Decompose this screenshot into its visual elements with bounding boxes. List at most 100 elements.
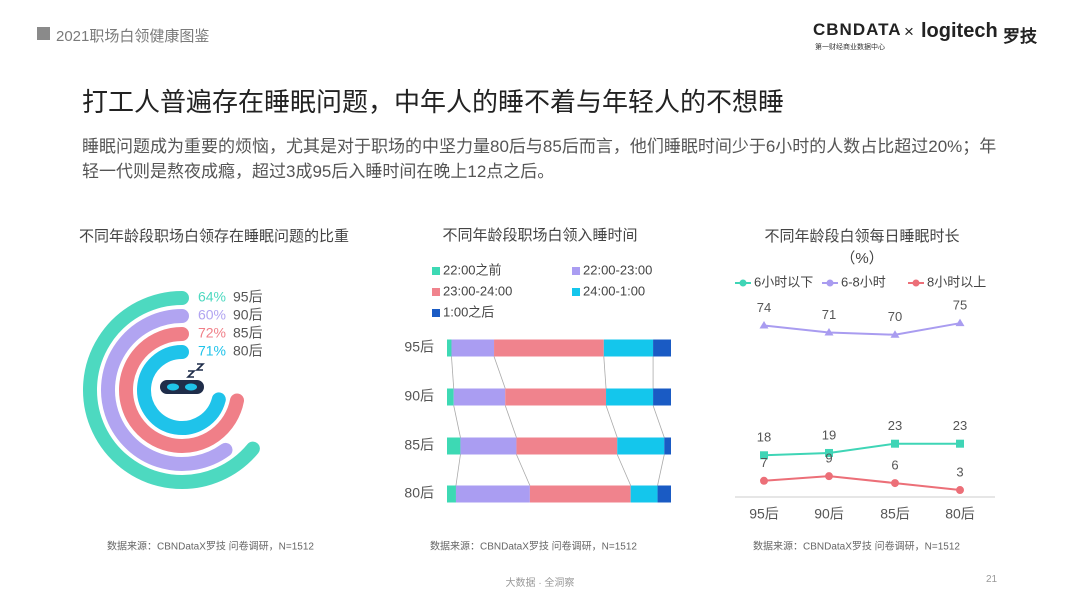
- bar-segment: [494, 339, 604, 357]
- connector: [455, 454, 461, 486]
- category-label: 85后: [233, 325, 263, 341]
- category-label: 95后: [404, 339, 434, 355]
- category-label: 90后: [404, 388, 434, 404]
- value-label: 60%: [198, 307, 226, 323]
- legend-label: 8小时以上: [927, 274, 986, 289]
- header-square: [37, 27, 50, 40]
- bar-segment: [653, 388, 671, 406]
- connector: [616, 454, 632, 486]
- brand-cbndata-sub: 第一财经商业数据中心: [815, 44, 885, 51]
- value-label: 64%: [198, 289, 226, 305]
- point: [891, 479, 899, 488]
- x-tick-label: 85后: [880, 506, 910, 522]
- point: [824, 327, 834, 336]
- point: [760, 476, 768, 485]
- data-label: 23: [888, 418, 902, 433]
- series-line: [763, 322, 961, 336]
- bar-segment: [606, 388, 654, 406]
- data-label: 3: [956, 464, 963, 479]
- category-label: 80后: [404, 485, 434, 501]
- legend-swatch: [432, 309, 440, 317]
- legend-marker: [826, 279, 834, 287]
- radial-bar: [119, 327, 245, 453]
- bar-segment: [460, 437, 517, 455]
- category-label: 85后: [404, 437, 434, 453]
- legend-marker: [912, 279, 920, 287]
- legend-swatch: [572, 288, 580, 296]
- data-label: 74: [757, 300, 771, 315]
- value-label: 72%: [198, 325, 226, 341]
- brand-logitech-cn: 罗技: [1003, 27, 1037, 46]
- point: [956, 439, 964, 448]
- radial-bar: [137, 345, 226, 435]
- page-number: 21: [986, 574, 998, 585]
- bar-segment: [516, 437, 618, 455]
- value-label: 71%: [198, 343, 226, 359]
- legend-swatch: [432, 288, 440, 296]
- data-label: 23: [953, 418, 967, 433]
- chart-subtitle: （%）: [840, 250, 883, 267]
- bar-segment: [453, 388, 506, 406]
- connector: [493, 356, 506, 389]
- page-subtitle: 睡眠问题成为重要的烦恼，尤其是对于职场的中坚力量80后与85后而言，他们睡眠时间…: [82, 137, 997, 181]
- data-label: 9: [825, 451, 832, 466]
- connector: [504, 405, 517, 438]
- bar-segment: [455, 485, 530, 503]
- legend-label: 23:00-24:00: [443, 283, 512, 298]
- radial-bar: [101, 309, 233, 471]
- x-tick-label: 90后: [814, 506, 844, 522]
- connector: [657, 454, 665, 486]
- legend-swatch: [572, 267, 580, 275]
- data-label: 6: [891, 458, 898, 473]
- category-label: 90后: [233, 307, 263, 323]
- category-label: 95后: [233, 289, 263, 305]
- connector: [516, 454, 531, 486]
- series-line: [763, 442, 960, 457]
- data-label: 19: [822, 427, 836, 442]
- connector: [451, 356, 455, 389]
- page-title: 打工人普遍存在睡眠问题，中年人的睡不着与年轻人的不想睡: [82, 87, 785, 117]
- legend-swatch: [432, 267, 440, 275]
- point: [825, 448, 833, 457]
- point: [891, 439, 899, 448]
- series-line: [763, 475, 961, 492]
- point: [890, 330, 900, 338]
- chart-title: 不同年龄段职场白领入睡时间: [442, 227, 637, 244]
- source-note: 数据来源：CBNDataX罗技 问卷调研，N=1512: [753, 540, 960, 553]
- bar-segment: [447, 339, 452, 357]
- brand-cross: ×: [904, 22, 914, 41]
- bar-segment: [529, 485, 631, 503]
- bar-segment: [603, 339, 654, 357]
- connector: [605, 405, 618, 438]
- legend-label: 1:00之后: [443, 304, 494, 319]
- footer-tagline: 大数据 · 全洞察: [505, 578, 575, 589]
- legend-label: 6-8小时: [841, 274, 886, 289]
- data-label: 75: [953, 298, 967, 313]
- report-name: 2021职场白领健康图鉴: [56, 28, 210, 45]
- bar-segment: [447, 437, 461, 455]
- bar-segment: [653, 339, 671, 357]
- bar-segment: [451, 339, 495, 357]
- category-label: 80后: [233, 343, 263, 359]
- point: [825, 472, 833, 481]
- legend-label: 6小时以下: [754, 274, 813, 289]
- connector: [603, 356, 607, 389]
- brand-logitech: logitech: [921, 20, 998, 42]
- source-note: 数据来源：CBNDataX罗技 问卷调研，N=1512: [107, 540, 314, 553]
- sleep-icon: [160, 363, 205, 394]
- connector: [453, 405, 461, 438]
- bar-segment: [447, 485, 456, 503]
- x-tick-label: 95后: [749, 506, 779, 522]
- bar-segment: [447, 388, 454, 406]
- connector: [652, 405, 665, 438]
- point: [956, 486, 964, 495]
- radial-bar: [83, 291, 260, 489]
- bar-segment: [617, 437, 665, 455]
- brand-cbndata: CBNDATA: [813, 20, 902, 39]
- legend-label: 24:00-1:00: [583, 283, 645, 298]
- bar-segment: [630, 485, 658, 503]
- data-label: 70: [888, 309, 902, 324]
- data-label: 18: [757, 430, 771, 445]
